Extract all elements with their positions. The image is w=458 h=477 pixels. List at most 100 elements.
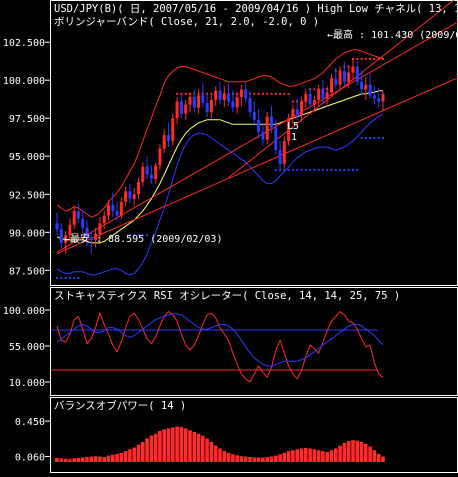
channel-low-dot xyxy=(356,169,358,171)
channel-high-dot xyxy=(378,58,380,60)
bop-bar xyxy=(300,448,304,462)
candle-body xyxy=(266,117,269,140)
candle-body xyxy=(223,94,226,100)
low-annotation: ←最安 : 88.595 (2009/02/03) xyxy=(64,232,222,245)
candle-body xyxy=(231,102,234,108)
stochastic-axis-tick-label: 100.000 xyxy=(3,306,45,317)
channel-low-dot xyxy=(318,169,320,171)
channel-high-dot xyxy=(382,58,384,60)
bop-bar xyxy=(120,453,124,462)
candle-body xyxy=(296,109,299,115)
price-axis-tick-label: 92.500 xyxy=(9,190,45,201)
bop-bar xyxy=(347,441,351,462)
candle-body xyxy=(244,89,247,98)
bop-bar xyxy=(253,458,257,463)
channel-low-dot xyxy=(296,169,298,171)
bop-bar xyxy=(81,458,85,463)
candle-body xyxy=(60,229,63,243)
bop-bar xyxy=(55,458,59,462)
bop-bar xyxy=(180,427,184,462)
candle-body xyxy=(214,91,217,100)
bop-bar xyxy=(338,446,342,462)
bop-bar xyxy=(325,452,329,462)
bop-bar xyxy=(72,458,76,462)
candle-body xyxy=(219,91,222,100)
candle-body xyxy=(253,112,256,120)
channel-low-dot xyxy=(365,137,367,139)
candle-body xyxy=(382,94,385,102)
bop-bar xyxy=(60,458,64,462)
channel-low-dot xyxy=(309,169,311,171)
bop-bar xyxy=(257,458,261,463)
bop-bar xyxy=(330,450,334,462)
bop-bar xyxy=(377,454,381,462)
candle-body xyxy=(317,89,320,100)
candle-body xyxy=(201,95,204,103)
bop-bar xyxy=(304,448,308,462)
bop-bar xyxy=(291,450,295,462)
channel-low-dot xyxy=(69,277,71,279)
candle-body xyxy=(193,97,196,108)
candle-body xyxy=(330,79,333,93)
candle-body xyxy=(257,120,260,132)
bop-bar xyxy=(197,434,201,462)
bop-bar xyxy=(154,434,158,462)
bop-bar xyxy=(287,451,291,462)
bop-bar xyxy=(261,458,265,463)
price-axis-tick-label: 97.500 xyxy=(9,114,45,125)
bop-bar xyxy=(368,447,372,463)
bop-bar xyxy=(90,457,94,463)
channel-high-dot xyxy=(292,101,294,103)
bop-bar xyxy=(68,459,72,462)
channel-high-dot xyxy=(210,93,212,95)
channel-low-dot xyxy=(361,137,363,139)
stochastic-axis-tick-label: 55.000 xyxy=(9,342,45,353)
bop-bar xyxy=(150,436,154,462)
candle-body xyxy=(352,67,355,73)
channel-low-dot xyxy=(369,137,371,139)
candle-body xyxy=(240,89,243,97)
bop-bar xyxy=(124,451,128,462)
candle-body xyxy=(347,73,350,82)
candle-body xyxy=(373,95,376,98)
channel-low-dot xyxy=(313,169,315,171)
channel-low-dot xyxy=(373,137,375,139)
candle-body xyxy=(128,191,131,199)
candle-body xyxy=(141,167,144,182)
channel-low-dot xyxy=(331,169,333,171)
bop-bar xyxy=(184,428,188,462)
bop-bar xyxy=(85,457,89,462)
channel-high-dot xyxy=(279,93,281,95)
candle-body xyxy=(133,194,136,199)
candle-body xyxy=(146,167,149,175)
candle-body xyxy=(377,98,380,101)
bop-bar xyxy=(351,440,355,462)
channel-high-dot xyxy=(373,58,375,60)
bop-bar xyxy=(102,457,106,462)
channel-high-dot xyxy=(253,93,255,95)
candle-body xyxy=(283,141,286,164)
bop-bar xyxy=(167,428,171,462)
channel-high-dot xyxy=(176,93,178,95)
candle-body xyxy=(167,135,170,141)
candle-body xyxy=(343,71,346,82)
candle-body xyxy=(279,150,282,164)
bop-bar xyxy=(244,457,248,463)
channel-low-dot xyxy=(60,277,62,279)
bop-bar xyxy=(94,456,98,462)
channel-low-dot xyxy=(326,169,328,171)
bop-bar xyxy=(356,441,360,462)
price-axis-tick-label: 90.000 xyxy=(9,228,45,239)
candle-body xyxy=(124,191,127,202)
candle-body xyxy=(206,103,209,112)
channel-high-dot xyxy=(365,58,367,60)
candle-body xyxy=(56,223,59,229)
bollinger-title: ボリンジャーバンド( Close, 21, 2.0, -2.0, 0 ) xyxy=(54,16,319,28)
candle-body xyxy=(309,94,312,105)
bop-bar xyxy=(265,457,269,462)
bop-bar xyxy=(77,458,81,462)
price-axis-tick-label: 95.000 xyxy=(9,152,45,163)
bop-bar xyxy=(227,453,231,462)
candle-body xyxy=(300,102,303,116)
